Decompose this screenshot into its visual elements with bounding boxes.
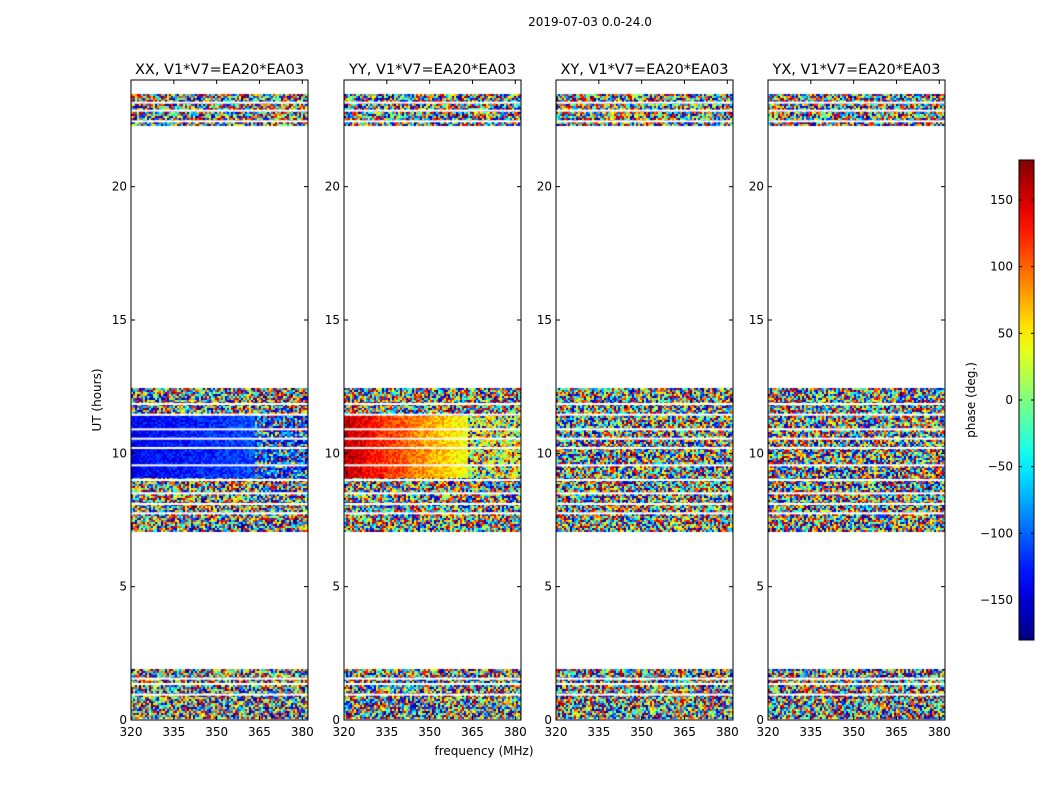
- colorbar-tick-label: −50: [988, 460, 1013, 474]
- y-tick-label: 10: [537, 446, 552, 460]
- x-tick-label: 350: [630, 725, 653, 739]
- colorbar: phase (deg.) 150 100 50 0 −50 −100 −150: [964, 159, 1035, 641]
- x-tick-label: 320: [757, 725, 780, 739]
- x-axis-label: frequency (MHz): [434, 744, 533, 758]
- axes-frame-1: [343, 79, 522, 721]
- x-tick-label: 320: [120, 725, 143, 739]
- x-tick-label: 380: [716, 725, 739, 739]
- x-tick-label: 335: [799, 725, 822, 739]
- axes-frame-3: [767, 79, 946, 721]
- heatmap-image-0: [131, 80, 308, 720]
- y-tick-label: 0: [544, 713, 552, 727]
- x-tick-label: 365: [885, 725, 908, 739]
- y-tick-label: 10: [112, 446, 127, 460]
- x-tick-label: 380: [928, 725, 951, 739]
- axes-frame-0: [130, 79, 309, 721]
- y-tick-label: 20: [537, 180, 552, 194]
- y-tick-label: 20: [749, 180, 764, 194]
- colorbar-tick-label: −100: [980, 526, 1013, 540]
- y-tick-label: 5: [544, 580, 552, 594]
- panel-title-1: YY, V1*V7=EA20*EA03: [348, 62, 516, 78]
- colorbar-tick-label: −150: [980, 593, 1013, 607]
- y-tick-label: 15: [749, 313, 764, 327]
- panels-layer: XX, V1*V7=EA20*EA03 320 335 350 365 380 0 5 10 15…: [112, 62, 951, 739]
- colorbar-tick-label: 0: [1005, 393, 1013, 407]
- panel-title-0: XX, V1*V7=EA20*EA03: [135, 62, 304, 78]
- panel-title-2: XY, V1*V7=EA20*EA03: [560, 62, 728, 78]
- y-tick-label: 20: [325, 180, 340, 194]
- heatmap-canvas-0: [131, 80, 308, 720]
- figure-suptitle: 2019-07-03 0.0-24.0: [528, 15, 652, 29]
- x-tick-label: 365: [461, 725, 484, 739]
- heatmap-image-3: [768, 80, 945, 720]
- panel-2: XY, V1*V7=EA20*EA03 320 335 350 365 380 0 5 10 15…: [537, 62, 739, 739]
- heatmap-canvas-2: [556, 80, 733, 720]
- heatmap-image-2: [556, 80, 733, 720]
- x-tick-label: 320: [333, 725, 356, 739]
- x-tick-label: 335: [162, 725, 185, 739]
- y-tick-label: 10: [749, 446, 764, 460]
- y-tick-label: 5: [119, 580, 127, 594]
- x-tick-label: 335: [375, 725, 398, 739]
- x-tick-label: 350: [842, 725, 865, 739]
- colorbar-label: phase (deg.): [964, 362, 978, 438]
- y-axis-label: UT (hours): [90, 368, 104, 431]
- x-tick-label: 365: [673, 725, 696, 739]
- y-tick-label: 15: [537, 313, 552, 327]
- axes-frame-2: [555, 79, 734, 721]
- x-tick-label: 320: [545, 725, 568, 739]
- y-tick-label: 0: [119, 713, 127, 727]
- heatmap-canvas-3: [768, 80, 945, 720]
- heatmap-image-1: [344, 80, 521, 720]
- y-tick-label: 10: [325, 446, 340, 460]
- y-tick-label: 0: [332, 713, 340, 727]
- y-tick-label: 5: [756, 580, 764, 594]
- x-tick-label: 380: [291, 725, 314, 739]
- y-tick-label: 0: [756, 713, 764, 727]
- x-tick-label: 350: [205, 725, 228, 739]
- panel-title-3: YX, V1*V7=EA20*EA03: [771, 62, 940, 78]
- panel-0: XX, V1*V7=EA20*EA03 320 335 350 365 380 0 5 10 15…: [112, 62, 314, 739]
- panel-3: YX, V1*V7=EA20*EA03 320 335 350 365 380 0 5 10 15…: [749, 62, 951, 739]
- x-tick-label: 335: [587, 725, 610, 739]
- y-tick-label: 15: [325, 313, 340, 327]
- panel-1: YY, V1*V7=EA20*EA03 320 335 350 365 380 0 5 10 15…: [325, 62, 527, 739]
- x-tick-label: 380: [504, 725, 527, 739]
- x-tick-label: 350: [418, 725, 441, 739]
- colorbar-tick-label: 50: [998, 326, 1013, 340]
- y-tick-label: 15: [112, 313, 127, 327]
- heatmap-canvas-1: [344, 80, 521, 720]
- y-tick-label: 5: [332, 580, 340, 594]
- colorbar-tick-label: 150: [990, 193, 1013, 207]
- x-tick-label: 365: [248, 725, 271, 739]
- y-tick-label: 20: [112, 180, 127, 194]
- colorbar-tick-label: 100: [990, 260, 1013, 274]
